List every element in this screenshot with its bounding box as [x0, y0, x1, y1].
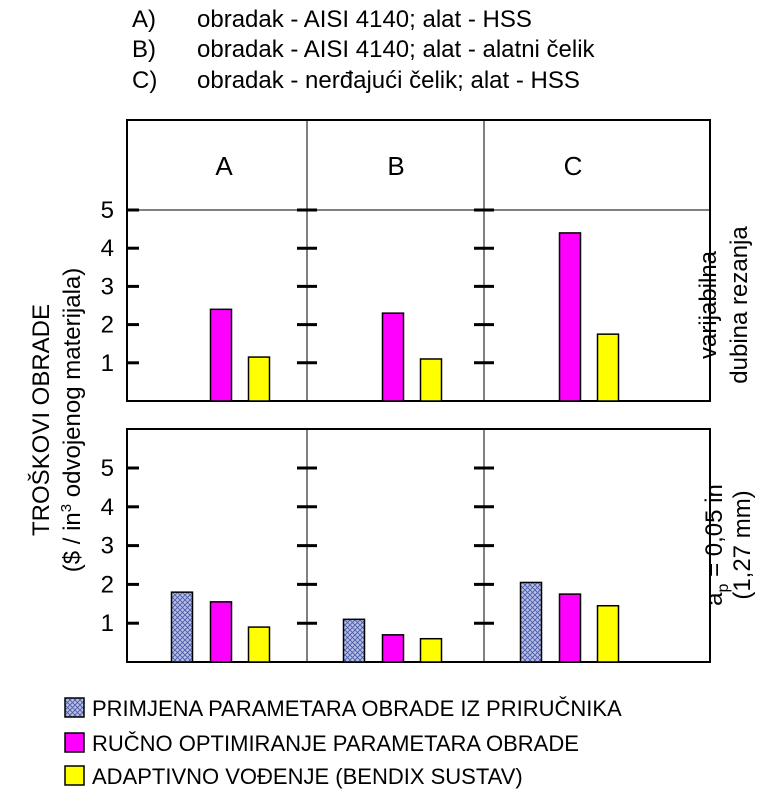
- condition-b-text: obradak - AISI 4140; alat - alatni čelik: [197, 36, 596, 63]
- condition-b-key: B): [132, 36, 156, 63]
- legend-label-handbook: PRIMJENA PARAMETARA OBRADE IZ PRIRUČNIKA: [92, 696, 622, 721]
- condition-c-key: C): [132, 67, 157, 94]
- y-axis-label-line2: ($ / in3 odvojenog materijala): [58, 268, 86, 573]
- top-bar-manual-b: [381, 312, 405, 402]
- bottom-bars: [170, 581, 620, 663]
- top-bar-manual-c: [558, 232, 582, 402]
- top-ytick-label-3: 3: [101, 273, 114, 300]
- top-category-c: C: [564, 151, 583, 181]
- bottom-ytick-label-1: 1: [101, 610, 114, 637]
- legend-swatch-handbook: [64, 697, 85, 718]
- bottom-bar-handbook-c: [519, 581, 543, 663]
- condition-a-text: obradak - AISI 4140; alat - HSS: [197, 6, 532, 33]
- top-side-label: varijabilna dubina rezanja: [695, 226, 753, 384]
- top-ytick-label-2: 2: [101, 312, 114, 339]
- top-bar-adaptive-a: [247, 356, 271, 402]
- top-panel-frame: [126, 119, 711, 402]
- legend-swatch-manual: [64, 732, 85, 753]
- top-side-label-line1: varijabilna: [695, 250, 722, 359]
- legend: PRIMJENA PARAMETARA OBRADE IZ PRIRUČNIKA…: [64, 696, 622, 789]
- bottom-bar-adaptive-a: [247, 626, 271, 663]
- bottom-bar-adaptive-c: [596, 604, 620, 663]
- bottom-ytick-label-3: 3: [101, 533, 114, 560]
- top-bar-adaptive-c: [596, 333, 620, 402]
- bottom-ytick-label-2: 2: [101, 571, 114, 598]
- conditions-block: A) obradak - AISI 4140; alat - HSS B) ob…: [132, 6, 596, 94]
- top-bar-manual-a: [209, 308, 233, 402]
- bottom-panel: 1 2 3 4 5 ap = 0,05 in (1,27 mm): [101, 428, 756, 663]
- y-axis-label: TROŠKOVI OBRADE ($ / in3 odvojenog mater…: [27, 268, 86, 573]
- bottom-bar-adaptive-b: [419, 637, 443, 663]
- bottom-ytick-label-4: 4: [101, 494, 114, 521]
- bottom-y-ticks: 1 2 3 4 5: [101, 455, 494, 637]
- top-category-a: A: [215, 151, 233, 181]
- top-bar-adaptive-b: [419, 358, 443, 402]
- top-category-b: B: [387, 151, 404, 181]
- condition-c-text: obradak - nerđajući čelik; alat - HSS: [197, 67, 580, 94]
- condition-a-key: A): [132, 6, 156, 33]
- bottom-side-label-line1: ap = 0,05 in: [701, 484, 732, 606]
- top-ytick-label-1: 1: [101, 350, 114, 377]
- top-bars: [209, 232, 620, 402]
- legend-label-adaptive: ADAPTIVNO VOĐENJE (BENDIX SUSTAV): [92, 764, 523, 789]
- top-panel: A B C 1 2 3 4 5 varijabilna dubina rezanja: [101, 119, 753, 402]
- legend-label-manual: RUČNO OPTIMIRANJE PARAMETARA OBRADE: [92, 731, 579, 756]
- bottom-bar-manual-b: [381, 634, 405, 663]
- bottom-bar-handbook-a: [170, 591, 194, 663]
- bottom-bar-handbook-b: [342, 618, 366, 663]
- bottom-bar-manual-c: [558, 593, 582, 663]
- bottom-ytick-label-5: 5: [101, 455, 114, 482]
- top-y-ticks: 1 2 3 4 5: [101, 197, 494, 377]
- bottom-bar-manual-a: [209, 601, 233, 663]
- bottom-side-label-line2: (1,27 mm): [729, 490, 756, 599]
- legend-swatch-adaptive: [64, 765, 85, 786]
- y-axis-label-line1: TROŠKOVI OBRADE: [27, 304, 55, 536]
- top-side-label-line2: dubina rezanja: [726, 226, 753, 384]
- top-ytick-label-4: 4: [101, 235, 114, 262]
- top-ytick-label-5: 5: [101, 197, 114, 224]
- bottom-side-label: ap = 0,05 in (1,27 mm): [701, 484, 756, 606]
